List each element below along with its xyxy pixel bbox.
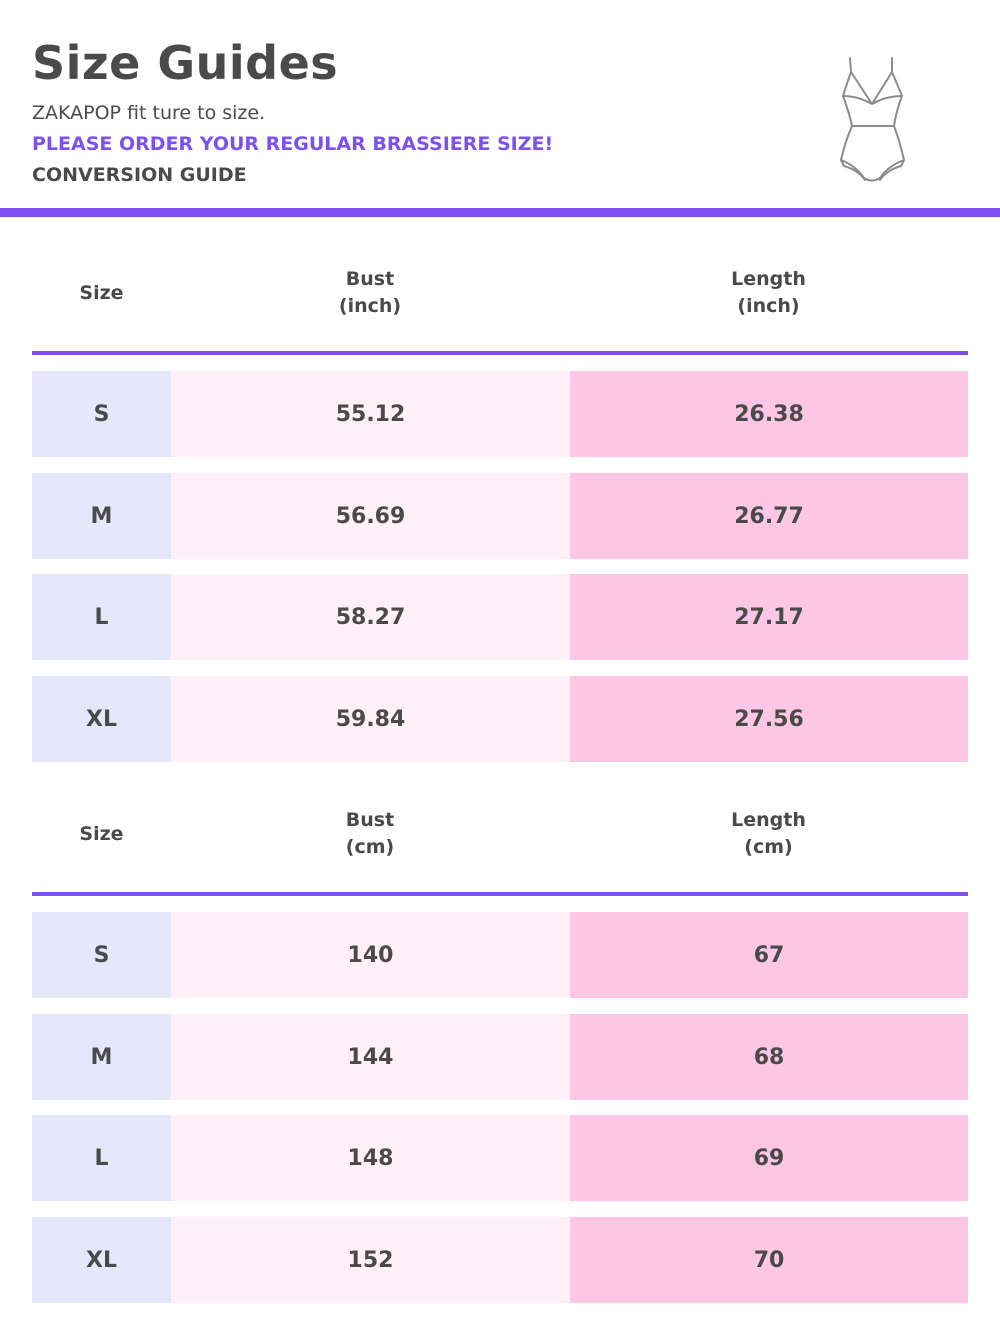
cm-table-header: Size Bust (cm) Length (cm) xyxy=(32,799,968,869)
table-row: M 56.69 26.77 xyxy=(32,473,968,559)
bust-cell: 55.12 xyxy=(171,371,570,457)
size-cell: XL xyxy=(32,676,171,762)
table-row: S 140 67 xyxy=(32,912,968,998)
length-cell: 26.38 xyxy=(570,371,968,457)
length-cell: 69 xyxy=(570,1115,968,1201)
length-cell: 70 xyxy=(570,1217,968,1303)
inch-table-header: Size Bust (inch) Length (inch) xyxy=(32,258,968,328)
size-cell: L xyxy=(32,1115,171,1201)
page-title: Size Guides xyxy=(32,36,339,90)
table-row: XL 152 70 xyxy=(32,1217,968,1303)
bodysuit-icon xyxy=(840,57,905,182)
cm-table-divider xyxy=(32,892,968,896)
length-cell: 27.17 xyxy=(570,574,968,660)
length-cell: 67 xyxy=(570,912,968,998)
column-header-length: Length (cm) xyxy=(569,799,968,869)
size-cell: S xyxy=(32,371,171,457)
column-header-bust-unit: (cm) xyxy=(345,836,395,858)
bust-cell: 58.27 xyxy=(171,574,570,660)
bust-cell: 152 xyxy=(171,1217,570,1303)
conversion-guide-label: CONVERSION GUIDE xyxy=(32,164,247,186)
size-cell: XL xyxy=(32,1217,171,1303)
column-header-size: Size xyxy=(79,281,124,304)
column-header-length-label: Length xyxy=(731,268,806,290)
order-notice: PLEASE ORDER YOUR REGULAR BRASSIERE SIZE… xyxy=(32,133,554,155)
column-header-bust-unit: (inch) xyxy=(338,295,402,317)
column-header-length-unit: (cm) xyxy=(744,836,793,858)
column-header-length-label: Length xyxy=(731,809,806,831)
length-cell: 68 xyxy=(570,1014,968,1100)
fit-note: ZAKAPOP fit ture to size. xyxy=(32,102,266,124)
inch-table-divider xyxy=(32,351,968,355)
table-row: L 58.27 27.17 xyxy=(32,574,968,660)
table-row: S 55.12 26.38 xyxy=(32,371,968,457)
size-cell: M xyxy=(32,473,171,559)
column-header-size: Size xyxy=(79,822,124,845)
bust-cell: 140 xyxy=(171,912,570,998)
column-header-length: Length (inch) xyxy=(569,258,968,328)
column-header-length-unit: (inch) xyxy=(737,295,800,317)
column-header-bust-label: Bust xyxy=(345,268,395,290)
bust-cell: 59.84 xyxy=(171,676,570,762)
bust-cell: 144 xyxy=(171,1014,570,1100)
column-header-bust-label: Bust xyxy=(345,809,395,831)
size-cell: M xyxy=(32,1014,171,1100)
length-cell: 27.56 xyxy=(570,676,968,762)
bust-cell: 148 xyxy=(171,1115,570,1201)
column-header-bust: Bust (cm) xyxy=(171,799,569,869)
table-row: L 148 69 xyxy=(32,1115,968,1201)
table-row: XL 59.84 27.56 xyxy=(32,676,968,762)
size-cell: S xyxy=(32,912,171,998)
table-row: M 144 68 xyxy=(32,1014,968,1100)
header-accent-bar xyxy=(0,208,1000,217)
length-cell: 26.77 xyxy=(570,473,968,559)
column-header-bust: Bust (inch) xyxy=(171,258,569,328)
size-cell: L xyxy=(32,574,171,660)
bust-cell: 56.69 xyxy=(171,473,570,559)
